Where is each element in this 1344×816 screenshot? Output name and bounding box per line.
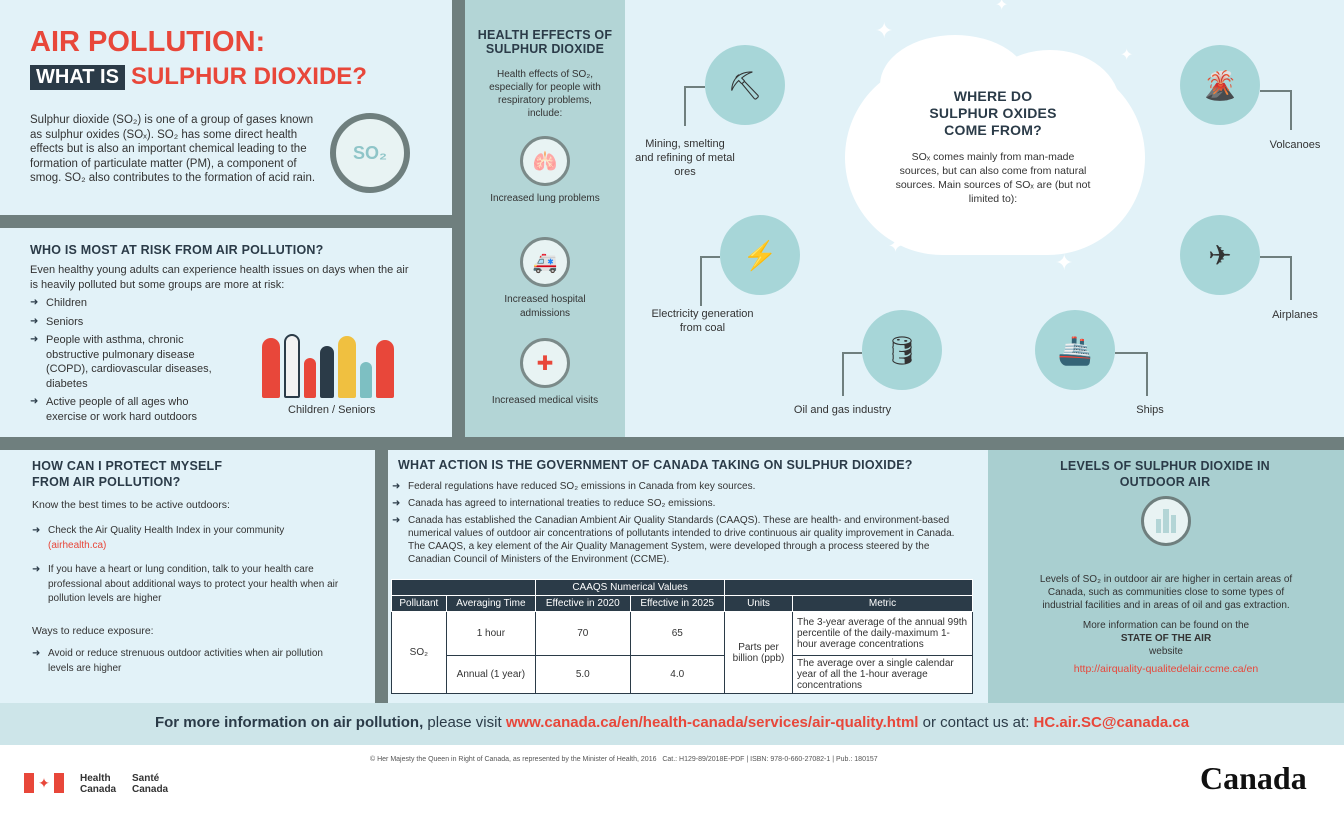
people-caption: Children / Seniors [288, 404, 376, 416]
connector [700, 256, 720, 306]
dept-fr: Santé Canada [132, 773, 169, 795]
sparkle-icon: ✦ [995, 0, 1009, 14]
ship-icon: 🚢 [1035, 310, 1115, 390]
action-heading: WHAT ACTION IS THE GOVERNMENT OF CANADA … [398, 458, 913, 472]
caaqs-table: CAAQS Numerical Values Pollutant Averagin… [390, 579, 973, 694]
title-line1: AIR POLLUTION: [30, 26, 266, 58]
source-volcanoes: Volcanoes [1269, 139, 1321, 151]
title-line2: WHAT IS SULPHUR DIOXIDE? [30, 63, 367, 91]
col-header: Units [724, 595, 793, 612]
oil-derrick-icon: 🛢 [862, 310, 942, 390]
health-intro: Health effects of SO₂, especially for pe… [489, 69, 601, 119]
levels-text: Levels of SO₂ in outdoor air are higher … [1039, 574, 1293, 611]
canada-air-quality-link[interactable]: www.canada.ca/en/health-canada/services/… [505, 714, 919, 731]
col-header: Metric [792, 595, 973, 612]
divider [375, 450, 388, 703]
list-item: People with asthma, chronic obstructive … [30, 333, 230, 391]
protect-list2: Avoid or reduce strenuous outdoor activi… [32, 647, 332, 680]
protect-sub1: Know the best times to be active outdoor… [32, 499, 230, 511]
protect-sub2: Ways to reduce exposure: [32, 625, 154, 637]
medical-kit-icon: ✚ [520, 338, 570, 388]
list-item: Seniors [30, 315, 230, 330]
mining-icon: ⛏ [705, 45, 785, 125]
connector [684, 86, 705, 126]
list-item: If you have a heart or lung condition, t… [32, 563, 342, 607]
list-item: Active people of all ages who exercise o… [30, 395, 230, 424]
connector [1115, 352, 1148, 396]
intro-text: Sulphur dioxide (SO₂) is one of a group … [30, 114, 316, 184]
levels-more: More information can be found on the STAT… [1082, 620, 1250, 657]
cloud-puff [980, 50, 1120, 160]
list-item: Avoid or reduce strenuous outdoor activi… [32, 647, 332, 676]
source-coal: Electricity generation from coal [651, 308, 754, 334]
city-icon [1141, 496, 1191, 546]
list-item: Canada has agreed to international treat… [392, 497, 972, 510]
risk-intro: Even healthy young adults can experience… [30, 264, 409, 291]
email-link[interactable]: HC.air.SC@canada.ca [1033, 714, 1190, 731]
sparkle-icon: ✦ [888, 236, 904, 256]
info-text: For more information on air pollution, p… [154, 714, 1190, 731]
connector [1260, 90, 1292, 130]
dept-en: Health Canada [80, 773, 117, 795]
sparkle-icon: ✦ [1055, 250, 1074, 275]
divider [0, 437, 1344, 450]
health-item: Increased medical visits [491, 395, 599, 406]
airplane-icon: ✈ [1180, 215, 1260, 295]
table-row: Annual (1 year) 5.0 4.0 The average over a … [392, 655, 973, 694]
power-tower-icon: ⚡ [720, 215, 800, 295]
state-of-air-link[interactable]: http://airquality-qualitedelair.ccme.ca/… [1073, 663, 1259, 675]
protect-heading: HOW CAN I PROTECT MYSELF FROM AIR POLLUT… [32, 459, 223, 489]
list-item: Federal regulations have reduced SO₂ emi… [392, 480, 972, 493]
col-header: Effective in 2020 [535, 595, 631, 612]
pollutant-cell: SO₂ [391, 611, 447, 694]
levels-heading: LEVELS OF SULPHUR DIOXIDE IN OUTDOOR AIR [1060, 459, 1270, 489]
health-item: Increased lung problems [490, 193, 600, 204]
canada-flag-icon: ✦ [24, 773, 64, 793]
airhealth-link[interactable]: (airhealth.ca) [48, 539, 107, 551]
connector [1260, 256, 1292, 300]
sources-heading: WHERE DO SULPHUR OXIDES COME FROM? [929, 88, 1057, 138]
connector [842, 352, 862, 396]
sparkle-icon: ✦ [875, 18, 894, 43]
so2-cloud-icon: SO₂ [330, 113, 410, 193]
source-oil-gas: Oil and gas industry [793, 404, 892, 416]
col-header: Pollutant [391, 595, 447, 612]
units-cell: Parts per billion (ppb) [724, 611, 793, 694]
copyright: © Her Majesty the Queen in Right of Cana… [370, 756, 878, 763]
col-header: Effective in 2025 [629, 595, 725, 612]
risk-list: Children Seniors People with asthma, chr… [30, 296, 230, 428]
people-illustration [262, 330, 412, 398]
lungs-icon: 🫁 [520, 136, 570, 186]
levels-panel [988, 450, 1344, 703]
table-row: SO₂ 1 hour 70 65 Parts per billion (ppb) The … [391, 611, 973, 694]
protect-list1: Check the Air Quality Health Index in yo… [32, 524, 342, 611]
list-item: Check the Air Quality Health Index in yo… [32, 524, 342, 553]
ambulance-icon: 🚑 [520, 237, 570, 287]
source-airplanes: Airplanes [1272, 309, 1318, 321]
sources-intro: SOₓ comes mainly from man-made sources, … [895, 151, 1091, 205]
col-header: Averaging Time [445, 595, 537, 612]
health-heading: HEALTH EFFECTS OF SULPHUR DIOXIDE [477, 28, 613, 56]
volcano-icon: 🌋 [1180, 45, 1260, 125]
health-item: Increased hospital admissions [504, 294, 586, 319]
divider [0, 215, 452, 228]
risk-heading: WHO IS MOST AT RISK FROM AIR POLLUTION? [30, 243, 324, 257]
info-bar [0, 703, 1344, 745]
source-mining: Mining, smelting and refining of metal o… [635, 138, 735, 178]
what-is-label: WHAT IS [30, 64, 125, 90]
list-item: Children [30, 296, 230, 311]
canada-wordmark: Canada [1200, 760, 1307, 796]
group-header: CAAQS Numerical Values [535, 579, 725, 596]
action-list: Federal regulations have reduced SO₂ emi… [392, 480, 972, 570]
source-ships: Ships [1136, 404, 1164, 416]
subject: SULPHUR DIOXIDE? [130, 63, 367, 90]
list-item: Canada has established the Canadian Ambi… [392, 514, 972, 566]
sparkle-icon: ✦ [1120, 47, 1134, 64]
divider [452, 0, 465, 437]
